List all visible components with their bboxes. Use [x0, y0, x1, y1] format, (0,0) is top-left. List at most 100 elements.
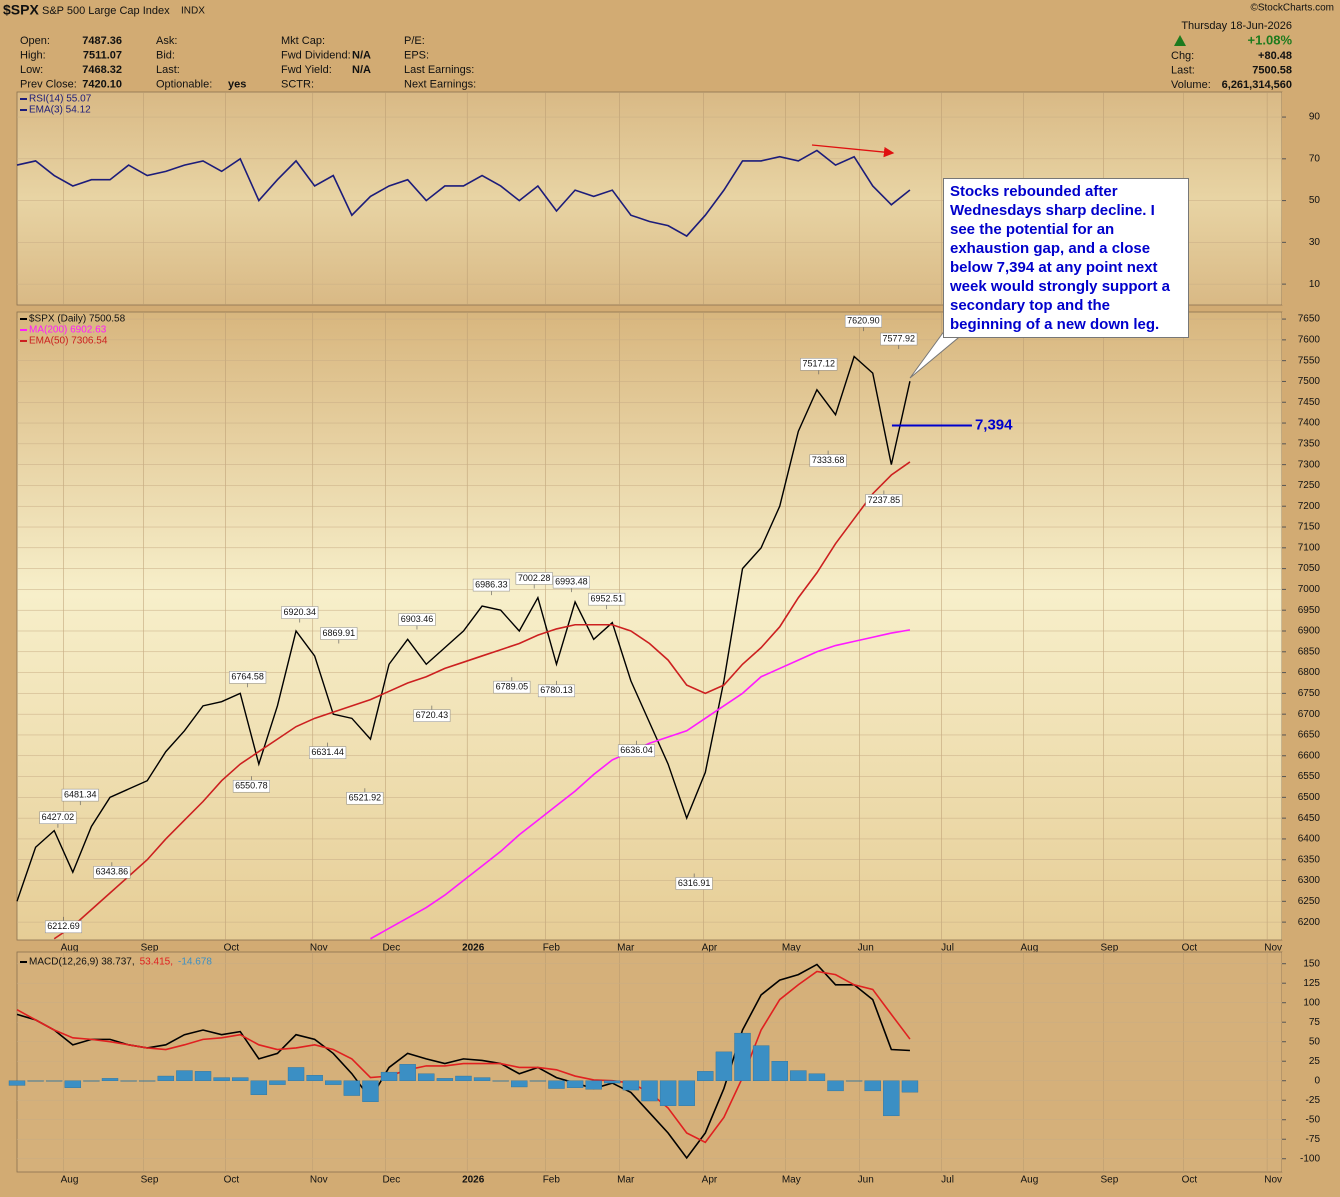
annotation-label: 6550.78: [235, 781, 268, 791]
histogram-bar: [492, 1080, 509, 1082]
date: Thursday 18-Jun-2026: [1181, 20, 1292, 32]
annotation-bg: [309, 746, 347, 759]
field-label: Low:: [20, 64, 43, 76]
annotation-label: 6316.91: [678, 878, 711, 888]
histogram-bar: [46, 1080, 63, 1082]
y-tick-label: 6450: [1298, 813, 1321, 824]
y-tick-label: 10: [1309, 279, 1321, 290]
index-name: S&P 500 Large Cap Index: [42, 5, 170, 17]
histogram-bar: [511, 1080, 528, 1088]
x-tick-label: May: [782, 1175, 801, 1186]
annotation-label: 7517.12: [803, 359, 836, 369]
annotation-bg: [493, 680, 531, 694]
annotation-bg: [229, 671, 267, 684]
histogram-bar: [473, 1077, 491, 1081]
histogram-bar: [697, 1071, 714, 1081]
y-tick-label: 6200: [1298, 917, 1321, 928]
annotation-bg: [413, 709, 451, 722]
change-pct: +1.08%: [1248, 32, 1293, 47]
histogram-bar: [734, 1032, 751, 1081]
histogram-bar: [715, 1051, 733, 1081]
annotation-label: 7002.28: [518, 573, 551, 583]
legend-label: MACD(12,26,9) 38.737,: [29, 957, 135, 968]
legend-label: EMA(3) 54.12: [29, 105, 91, 116]
x-tick-label: Aug: [61, 1175, 79, 1186]
axis-strip: [1282, 92, 1340, 305]
x-tick-label: Nov: [310, 943, 328, 954]
histogram-bar: [213, 1077, 230, 1081]
histogram-bar: [566, 1080, 584, 1088]
y-tick-label: 6750: [1298, 688, 1321, 699]
field-label: P/E:: [404, 35, 425, 47]
up-arrow: [1174, 35, 1186, 46]
field-label: High:: [20, 49, 46, 61]
legend-label: -14.678: [178, 957, 212, 968]
exchange: INDX: [181, 6, 205, 17]
histogram-bar: [585, 1080, 602, 1090]
legend-label: $SPX (Daily) 7500.58: [29, 314, 126, 325]
x-tick-label: May: [782, 943, 801, 954]
field-value: 7487.36: [82, 35, 122, 47]
y-tick-label: 6900: [1298, 626, 1321, 637]
field-label: Fwd Yield:: [281, 64, 332, 76]
y-tick-label: 75: [1309, 1017, 1321, 1028]
field-value: 7511.07: [83, 49, 122, 61]
field-label: Last Earnings:: [404, 64, 474, 76]
x-tick-label: Dec: [382, 1175, 400, 1186]
y-tick-label: -50: [1306, 1114, 1321, 1125]
field-value: 7468.32: [82, 64, 122, 76]
field-value: 7420.10: [82, 78, 122, 90]
x-tick-label: Oct: [1182, 1175, 1198, 1186]
series-line: [16, 149, 911, 238]
field-label: Fwd Dividend:: [281, 49, 351, 61]
quote-label: Last:: [1171, 64, 1195, 76]
annotation-label: 6920.34: [283, 607, 316, 617]
callout: Stocks rebounded after Wednesdays sharp …: [943, 178, 1189, 338]
y-tick-label: 7200: [1298, 501, 1321, 512]
y-tick-label: 25: [1309, 1056, 1321, 1067]
quote-value: +80.48: [1258, 50, 1292, 62]
x-tick-label: 2026: [462, 943, 485, 954]
histogram-bar: [325, 1080, 342, 1085]
histogram-bar: [808, 1073, 826, 1081]
field-value: yes: [228, 78, 246, 90]
y-tick-label: 6500: [1298, 792, 1321, 803]
x-tick-label: Apr: [702, 1175, 718, 1186]
y-tick-label: 70: [1309, 153, 1321, 164]
histogram-bar: [399, 1064, 416, 1081]
x-tick-label: Mar: [617, 1175, 635, 1186]
histogram-bar: [8, 1080, 26, 1086]
field-value: N/A: [352, 64, 371, 76]
annotation-label: 6993.48: [555, 576, 588, 586]
quote-label: Volume:: [1171, 79, 1211, 91]
series-line: [16, 963, 910, 1160]
y-tick-label: 50: [1309, 1036, 1321, 1047]
histogram-bar: [418, 1073, 435, 1081]
annotation-label: 7577.92: [883, 333, 916, 343]
histogram-bar: [269, 1080, 286, 1085]
field-value: N/A: [352, 49, 371, 61]
y-tick-label: 6700: [1298, 709, 1321, 720]
y-tick-label: 7300: [1298, 459, 1321, 470]
y-tick-label: 7100: [1298, 542, 1321, 553]
y-tick-label: -25: [1306, 1095, 1321, 1106]
annotation-label: 6780.13: [540, 685, 573, 695]
histogram-bar: [287, 1067, 305, 1081]
annotation-label: 6789.05: [496, 682, 529, 692]
histogram-bar: [752, 1045, 770, 1081]
field-label: Ask:: [156, 35, 177, 47]
x-tick-label: Dec: [382, 943, 400, 954]
histogram-bar: [548, 1080, 565, 1089]
annotation-label: 6952.51: [590, 594, 623, 604]
x-tick-label: Mar: [617, 943, 635, 954]
field-label: Last:: [156, 64, 180, 76]
x-tick-label: Sep: [141, 1175, 159, 1186]
histogram-bar: [101, 1078, 119, 1081]
annotation-bg: [39, 811, 77, 824]
y-tick-label: 7650: [1298, 314, 1321, 325]
histogram-bar: [157, 1075, 175, 1081]
y-tick-label: 6550: [1298, 771, 1321, 782]
legend-label: EMA(50) 7306.54: [29, 336, 108, 347]
x-tick-label: Jul: [941, 1175, 954, 1186]
